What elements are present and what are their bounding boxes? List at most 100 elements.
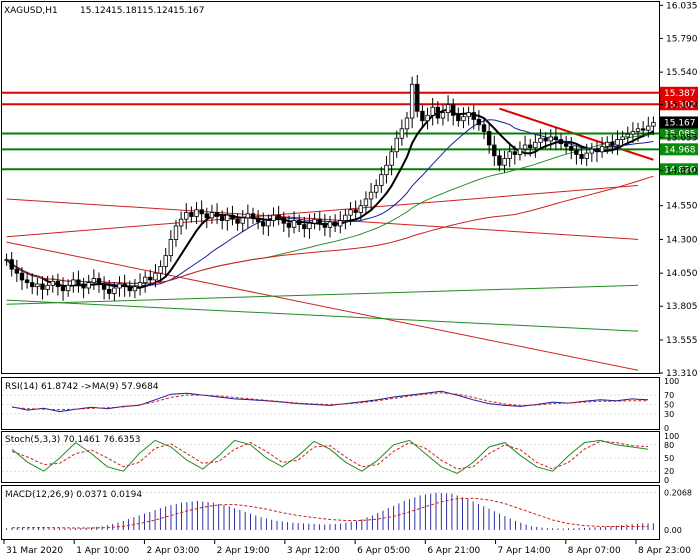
candle-body (451, 104, 456, 116)
trend-line (6, 299, 639, 332)
candle-body (461, 116, 466, 122)
axis-tick-label: 100 (664, 377, 679, 386)
indicator-line (11, 392, 648, 411)
time-tick-label: 8 Apr 07:00 (568, 546, 621, 556)
axis-tick-label: 70 (664, 391, 674, 400)
candle-body (19, 272, 25, 281)
candle-body (250, 213, 256, 219)
ohlc-value: 15.124 (142, 6, 174, 16)
time-axis: 31 Mar 2020 1 Apr 10:00 2 Apr 03:00 2 Apr 1… (3, 540, 691, 556)
time-tick-label: 6 Apr 05:00 (357, 546, 410, 556)
indicator-line (11, 439, 649, 474)
candle-body (538, 137, 543, 143)
price-tick-label: 15.055 (666, 134, 698, 144)
stoch-pane-border (1, 431, 660, 483)
candle-body (389, 151, 394, 166)
candle-body (55, 280, 61, 288)
candle-body (96, 278, 102, 285)
candles (4, 74, 656, 301)
stoch-lines (2, 439, 659, 474)
candle-body (471, 112, 476, 120)
axis-tick-label: 50 (664, 401, 674, 410)
candle-body (507, 151, 512, 159)
candle-body (430, 106, 435, 116)
price-tick-label: 15.300 (666, 101, 698, 111)
ohlc-header: 15.124 15.181 15.124 15.167 (80, 6, 205, 16)
trend-line (6, 198, 639, 240)
trend-line (6, 184, 639, 238)
candle-body (291, 220, 297, 228)
candle-body (394, 137, 399, 153)
candle-body (214, 212, 220, 217)
candle-body (343, 214, 348, 221)
candle-body (163, 255, 168, 267)
candle-body (245, 213, 251, 219)
candle-body (466, 112, 471, 118)
candle-body (302, 224, 307, 230)
candle-body (158, 266, 163, 274)
candle-body (425, 114, 430, 122)
candle-body (332, 221, 338, 227)
candle-body (86, 282, 91, 289)
macd-pane[interactable]: MACD(12,26,9) 0.0371 0.0194 0.2068 0.00 (1, 485, 693, 540)
last-price-label: 15.167 (664, 118, 696, 128)
candle-body (235, 218, 240, 224)
candle-body (266, 220, 271, 227)
candle-body (338, 220, 343, 227)
candle-body (173, 225, 179, 240)
candle-body (148, 276, 153, 281)
candle-body (35, 283, 40, 288)
candle-body (481, 124, 487, 132)
axis-tick-label: 100 (664, 432, 679, 441)
candle-body (445, 104, 451, 114)
level-label: 14.968 (664, 145, 696, 155)
candle-body (14, 268, 20, 274)
price-axis: 16.035 15.790 15.540 15.300 15.055 14.810 14.5… (659, 1, 698, 379)
rsi-title: RSI(14) 61.8742 ->MA(9) 57.9684 (5, 382, 159, 392)
candle-body (640, 128, 646, 131)
candle-body (404, 117, 410, 130)
axis-tick-label: 0 (664, 476, 669, 485)
candle-body (599, 145, 605, 153)
axis-tick-label: 0.00 (664, 526, 682, 535)
trend-line (6, 241, 639, 371)
candle-body (142, 276, 148, 284)
candle-body (553, 136, 559, 141)
level-label: 14.820 (664, 165, 696, 175)
candle-body (153, 272, 158, 281)
level-box (660, 143, 698, 156)
time-tick-label: 3 Apr 12:00 (287, 546, 340, 556)
candle-body (605, 141, 610, 147)
macd-axis: 0.2068 0.00 (664, 488, 692, 535)
candle-body (65, 284, 71, 292)
candle-body (384, 164, 389, 176)
candle-body (168, 239, 174, 257)
candle-body (353, 209, 358, 213)
candle-body (409, 83, 415, 119)
candle-body (281, 217, 286, 224)
candle-body (322, 222, 328, 228)
price-pane[interactable]: XAGUSD,H1 15.124 15.181 15.124 15.167 15.38… (1, 1, 699, 379)
macd-title: MACD(12,26,9) 0.0371 0.0194 (5, 490, 142, 500)
price-pane-border (1, 1, 660, 374)
price-tick-label: 13.805 (666, 302, 698, 312)
candle-body (122, 283, 127, 288)
rsi-pane[interactable]: RSI(14) 61.8742 ->MA(9) 57.9684 100 70503… (1, 377, 680, 433)
candle-body (512, 151, 518, 155)
candle-body (45, 284, 50, 290)
axis-tick-label: 20 (664, 467, 674, 476)
axis-tick-label: 0 (664, 424, 669, 433)
price-tick-label: 16.035 (666, 1, 698, 11)
price-tick-label: 14.050 (666, 269, 698, 279)
candle-body (651, 122, 656, 127)
candle-body (60, 286, 66, 292)
candle-body (189, 212, 194, 217)
macd-pane-border (1, 485, 660, 540)
candle-body (240, 217, 245, 224)
candle-body (533, 141, 538, 149)
price-tick-label: 14.300 (666, 235, 698, 245)
